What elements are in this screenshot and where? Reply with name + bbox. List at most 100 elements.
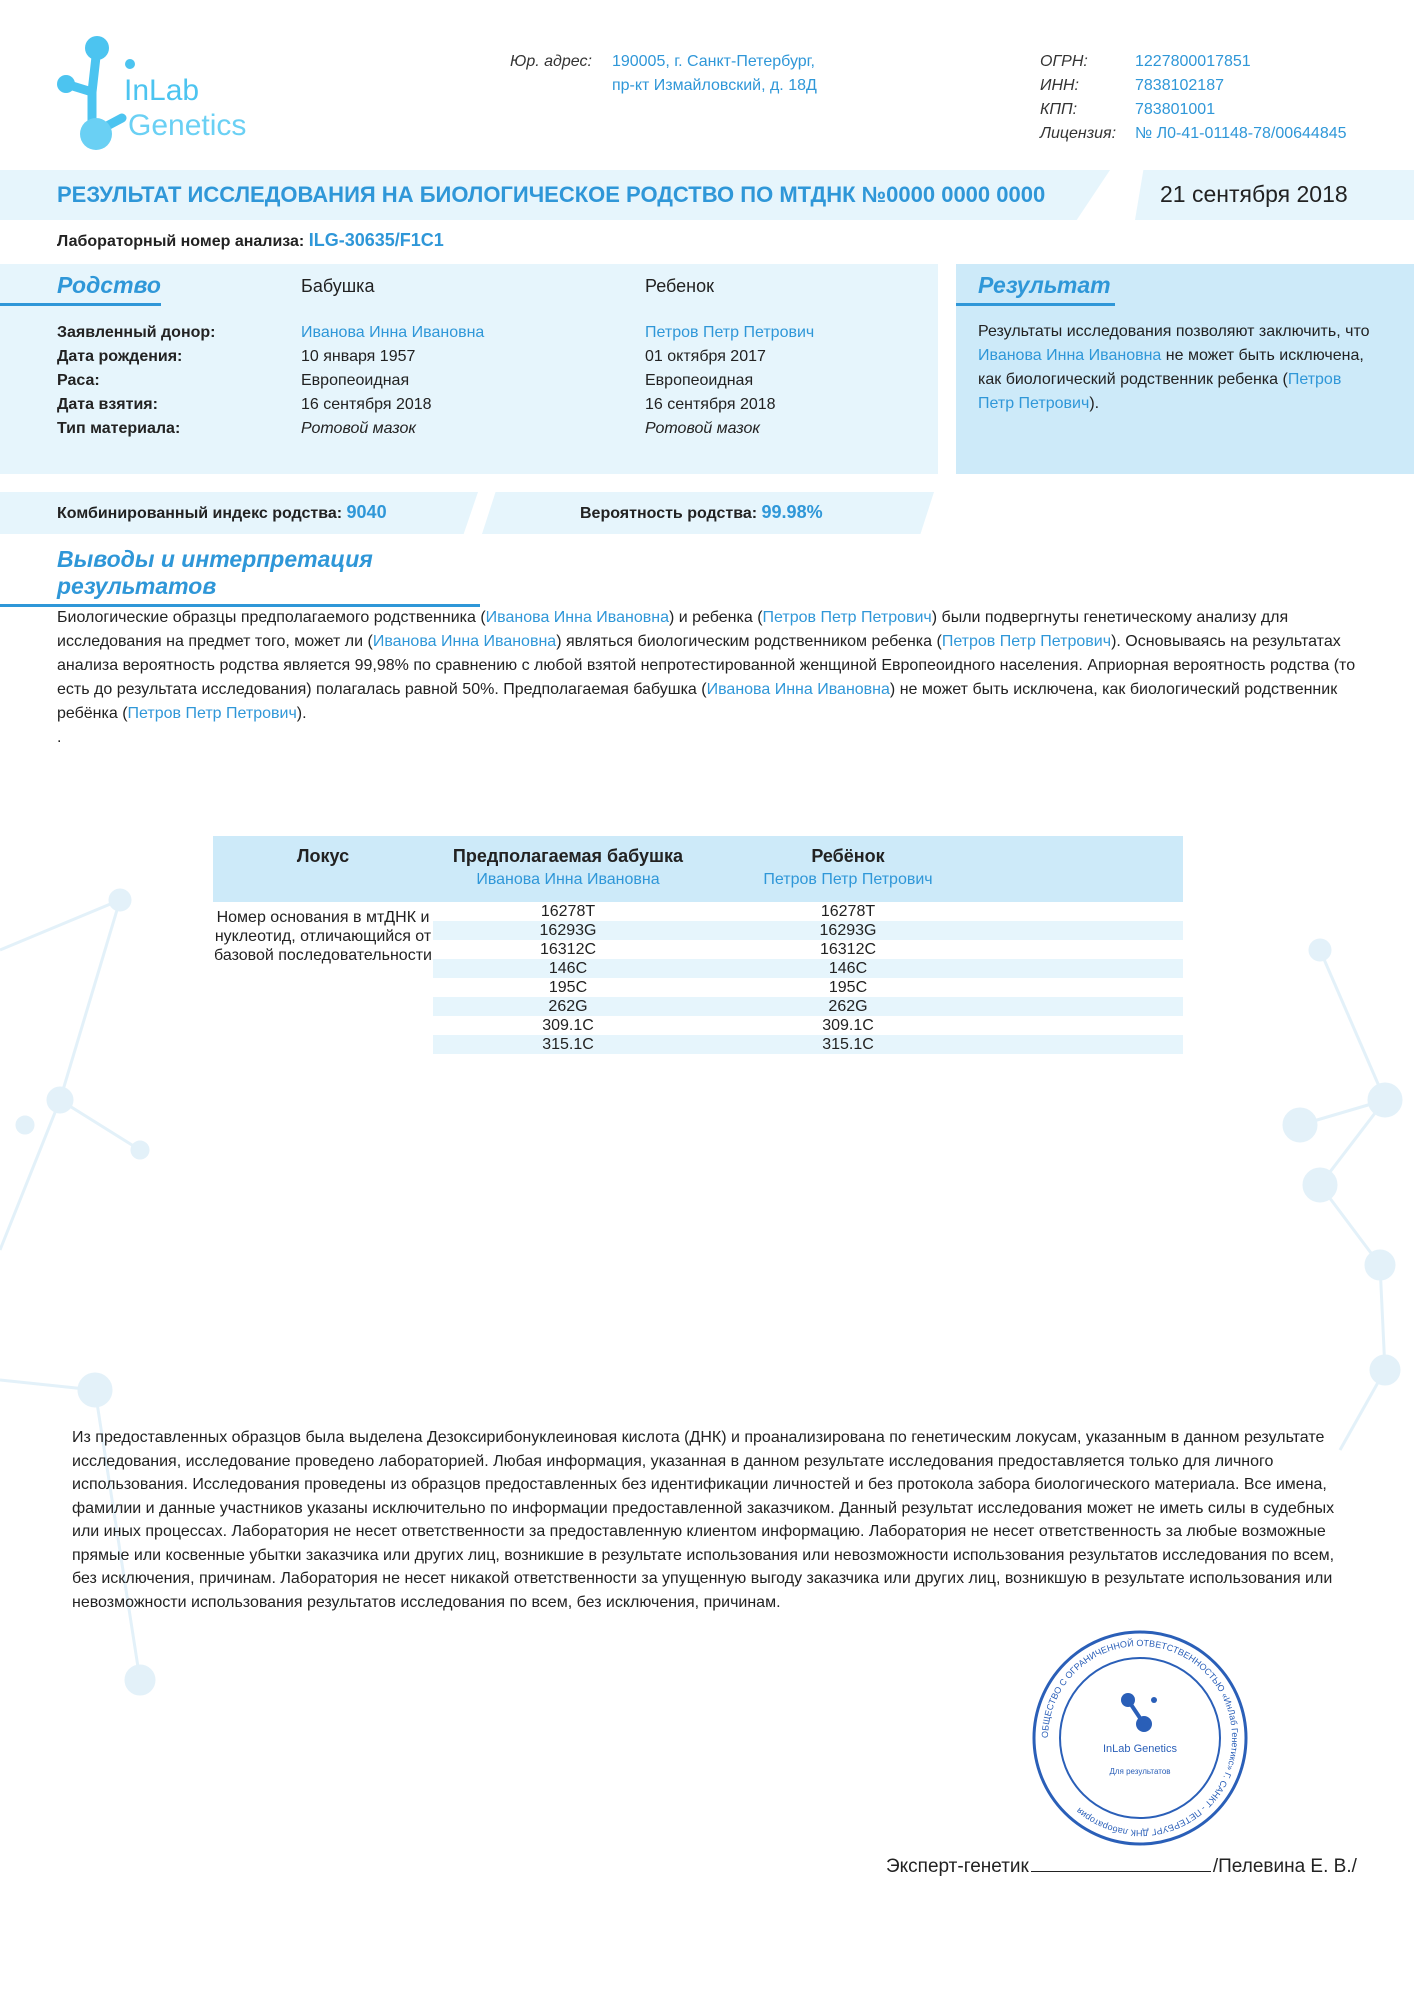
header-empty bbox=[993, 836, 1183, 902]
cpi-label: Комбинированный индекс родства: bbox=[57, 505, 343, 522]
row-a: Европеоидная bbox=[301, 372, 410, 389]
row-key: Заявленный донор: bbox=[57, 324, 216, 341]
stamp-outer-text: ОБЩЕСТВО С ОГРАНИЧЕННОЙ ОТВЕТСТВЕННОСТЬЮ… bbox=[1040, 1637, 1240, 1838]
license-value: № Л0-41-01148-78/00644845 bbox=[1135, 125, 1347, 142]
kpp-label: КПП: bbox=[1040, 101, 1078, 118]
empty-cell bbox=[993, 1035, 1183, 1054]
table-row: 309.1C 309.1C bbox=[213, 1016, 1183, 1035]
result-heading: Результат bbox=[956, 272, 1115, 306]
header-child: Ребёнок Петров Петр Петрович bbox=[703, 836, 993, 902]
signature-line: Эксперт-генетик/Пелевина Е. В./ bbox=[886, 1856, 1357, 1878]
conclusions-text: Биологические образцы предполагаемого ро… bbox=[57, 606, 1357, 750]
mtdna-table: Локус Предполагаемая бабушка Иванова Инна… bbox=[213, 836, 1183, 1054]
signature-label: Эксперт-генетик bbox=[886, 1856, 1029, 1877]
table-row: 16312C 16312C bbox=[213, 940, 1183, 959]
empty-cell bbox=[993, 997, 1183, 1016]
child-cell: 16278T bbox=[820, 903, 876, 920]
col-child: Ребенок bbox=[645, 276, 714, 296]
header-name: Петров Петр Петрович bbox=[763, 871, 933, 888]
grandmother-cell: 195C bbox=[548, 979, 588, 996]
grandmother-cell: 16278T bbox=[540, 903, 596, 920]
donor-name: Иванова Инна Ивановна bbox=[978, 347, 1162, 364]
header-grandmother: Предполагаемая бабушка Иванова Инна Ивано… bbox=[433, 836, 703, 902]
text: ). bbox=[296, 705, 307, 722]
lab-number: Лабораторный номер анализа: ILG-30635/F1… bbox=[57, 230, 444, 251]
name: Петров Петр Петрович bbox=[762, 609, 932, 626]
row-key: Дата рождения: bbox=[57, 348, 183, 365]
row-b: Европеоидная bbox=[645, 372, 754, 389]
table-row: Номер основания в мтДНК и нуклеотид, отл… bbox=[213, 902, 1183, 1054]
conclusions-heading: Выводы и интерпретация результатов bbox=[0, 546, 480, 607]
molecule-background bbox=[0, 888, 1403, 1696]
result-panel: Результат bbox=[956, 264, 1414, 474]
text: ) были подвергнуты генетическому анализу… bbox=[57, 609, 1289, 650]
stamp-logo-text: InLab Genetics bbox=[1103, 1743, 1177, 1755]
header-locus: Локус bbox=[213, 836, 433, 902]
ogrn-value: 1227800017851 bbox=[1135, 53, 1251, 70]
text: Результаты исследования позволяют заключ… bbox=[978, 323, 1370, 340]
name: Иванова Инна Ивановна bbox=[485, 609, 669, 626]
kinship-panel: Родство Бабушка Ребенок Заявленный донор… bbox=[0, 264, 938, 474]
probability: Вероятность родства: 99.98% bbox=[580, 502, 823, 523]
ogrn-label: ОГРН: bbox=[1040, 53, 1088, 70]
address-label: Юр. адрес: bbox=[510, 53, 592, 70]
grandmother-cell: 262G bbox=[433, 997, 703, 1016]
table-row: 315.1C 315.1C bbox=[213, 1035, 1183, 1054]
text: ) являться биологическим родственником р… bbox=[556, 633, 942, 650]
legal-address: Юр. адрес: 190005, г. Санкт-Петербург, пр… bbox=[510, 50, 817, 98]
inn-label: ИНН: bbox=[1040, 77, 1079, 94]
inn-value: 7838102187 bbox=[1135, 77, 1224, 94]
row-b: 01 октября 2017 bbox=[645, 348, 766, 365]
row-birthdate: Дата рождения: 10 января 1957 01 октября 2… bbox=[57, 348, 766, 366]
lab-number-value: ILG-30635/F1C1 bbox=[308, 230, 444, 250]
address-line1: 190005, г. Санкт-Петербург, bbox=[611, 53, 815, 70]
trailing-dot: . bbox=[57, 729, 62, 746]
header-name: Иванова Инна Ивановна bbox=[476, 871, 660, 888]
row-b: Ротовой мазок bbox=[645, 420, 760, 437]
child-cell: 146C bbox=[703, 959, 993, 978]
license-label: Лицензия: bbox=[1040, 125, 1117, 142]
row-donor: Заявленный донор: Иванова Инна Ивановна Пе… bbox=[57, 324, 814, 342]
empty-cell bbox=[993, 902, 1183, 921]
stamp-inner-text: Для результатов bbox=[1109, 1767, 1170, 1776]
locus-cell: Номер основания в мтДНК и нуклеотид, отл… bbox=[213, 902, 433, 1054]
row-a: 10 января 1957 bbox=[301, 348, 416, 365]
header-text: Предполагаемая бабушка bbox=[452, 846, 684, 866]
kpp-value: 783801001 bbox=[1135, 101, 1216, 118]
row-key: Тип материала: bbox=[57, 420, 181, 437]
table-row: 146C 146C bbox=[213, 959, 1183, 978]
row-race: Раса: Европеоидная Европеоидная bbox=[57, 372, 753, 390]
cpi-value: 9040 bbox=[346, 502, 387, 522]
row-b: Петров Петр Петрович bbox=[645, 324, 815, 341]
child-cell: 262G bbox=[703, 997, 993, 1016]
lab-number-label: Лабораторный номер анализа: bbox=[57, 233, 305, 250]
svg-text:InLab: InLab bbox=[124, 74, 199, 107]
grandmother-cell: 16293G bbox=[433, 921, 703, 940]
disclaimer: Из предоставленных образцов была выделен… bbox=[72, 1429, 1335, 1611]
address-line2: пр-кт Измайловский, д. 18Д bbox=[611, 77, 817, 94]
date-band bbox=[1135, 170, 1414, 220]
grandmother-cell: 146C bbox=[433, 959, 703, 978]
child-cell: 315.1C bbox=[703, 1035, 993, 1054]
row-key: Дата взятия: bbox=[57, 396, 158, 413]
probability-value: 99.98% bbox=[761, 502, 823, 522]
name: Иванова Инна Ивановна bbox=[706, 681, 890, 698]
report-date: 21 сентября 2018 bbox=[1160, 181, 1348, 207]
svg-text:Genetics: Genetics bbox=[128, 109, 246, 142]
row-a: 16 сентября 2018 bbox=[301, 396, 432, 413]
empty-cell bbox=[993, 959, 1183, 978]
table-row: 262G 262G bbox=[213, 997, 1183, 1016]
signature-name: /Пелевина Е. В./ bbox=[1212, 1856, 1357, 1877]
title-band bbox=[0, 170, 1110, 220]
registration-info: ОГРН: 1227800017851 ИНН: 7838102187 КПП: 78… bbox=[1040, 50, 1347, 146]
child-cell: 16293G bbox=[703, 921, 993, 940]
text: ). bbox=[1089, 395, 1100, 412]
grandmother-cell: 16312C bbox=[539, 941, 597, 958]
cpi: Комбинированный индекс родства: 9040 bbox=[57, 502, 387, 523]
empty-cell bbox=[993, 940, 1183, 959]
table-header: Локус Предполагаемая бабушка Иванова Инна… bbox=[213, 836, 1183, 902]
svg-text:ОБЩЕСТВО С ОГРАНИЧЕННОЙ ОТВЕТС: ОБЩЕСТВО С ОГРАНИЧЕННОЙ ОТВЕТСТВЕННОСТЬЮ… bbox=[1040, 1637, 1240, 1838]
row-a: Ротовой мазок bbox=[301, 420, 416, 437]
text: ) не может быть исключена, как биологиче… bbox=[57, 681, 1338, 722]
kinship-heading: Родство bbox=[0, 272, 161, 306]
